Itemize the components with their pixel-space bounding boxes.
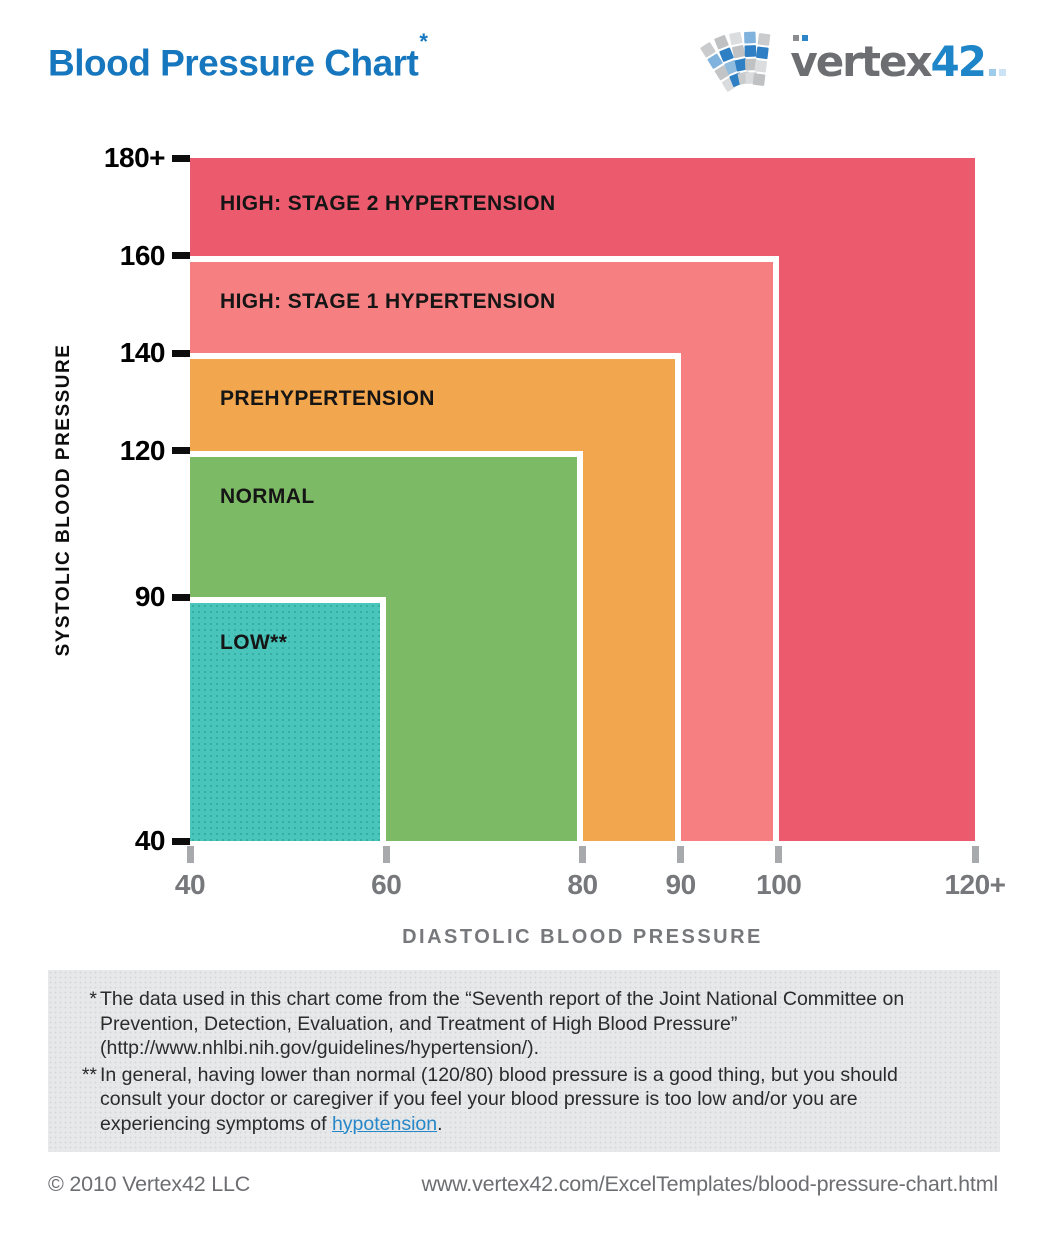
page-title: Blood Pressure Chart*	[48, 31, 428, 84]
footnote-line: In general, having lower than normal (12…	[100, 1063, 898, 1086]
vertex42-logo-text: vertex42	[790, 27, 1006, 97]
x-tick-mark	[186, 846, 194, 863]
region-label-normal: NORMAL	[220, 484, 315, 508]
footer-copyright: © 2010 Vertex42 LLC	[48, 1172, 251, 1196]
footnote-1: * The data used in this chart come from …	[48, 987, 1000, 1061]
logo-number: 42	[930, 37, 987, 86]
x-tick-label: 120+	[944, 869, 1006, 900]
x-tick-mark	[971, 846, 979, 863]
page-title-text: Blood Pressure Chart	[48, 42, 419, 84]
x-tick-mark	[579, 846, 586, 863]
x-tick-label: 90	[665, 869, 697, 900]
hypotension-link[interactable]: hypotension	[331, 1112, 438, 1135]
footnote-line: The data used in this chart come from th…	[100, 988, 905, 1010]
y-tick-mark	[172, 349, 190, 357]
x-tick-mark	[775, 846, 783, 863]
x-tick-label: 100	[756, 869, 802, 900]
footnote-2-text: In general, having lower than normal (12…	[100, 1063, 1000, 1137]
logo-umlaut-dots-icon	[793, 35, 809, 41]
footnote-2-marker: **	[81, 1063, 97, 1086]
vertex42-logo-mosaic-icon	[700, 31, 771, 92]
region-label-stage2-hypertension: HIGH: STAGE 2 HYPERTENSION	[220, 192, 556, 215]
y-tick-mark	[172, 252, 190, 260]
x-tick-label: 40	[174, 869, 206, 900]
footnote-1-marker: *	[89, 988, 97, 1010]
y-tick-mark	[172, 447, 190, 455]
footnote-link-suffix: .	[437, 1112, 443, 1135]
footnote-link-prefix: experiencing symptoms of	[100, 1112, 332, 1135]
region-label-stage1-hypertension: HIGH: STAGE 1 HYPERTENSION	[220, 289, 556, 313]
logo-trailing-dots-icon	[989, 69, 1006, 76]
footnote-line: experiencing symptoms of hypotension.	[100, 1112, 1000, 1137]
footnote-line: (http://www.nhlbi.nih.gov/guidelines/hyp…	[100, 1037, 539, 1059]
y-tick-mark	[172, 154, 190, 162]
footnote-1-text: The data used in this chart come from th…	[100, 987, 1000, 1061]
y-tick-label: 180+	[103, 142, 166, 173]
y-tick-label: 120	[119, 434, 166, 466]
footnote-2: ** In general, having lower than normal …	[48, 1063, 1000, 1137]
vertex42-logo: vertex42	[690, 26, 1006, 98]
x-tick-mark	[677, 846, 685, 863]
y-tick-label: 40	[134, 825, 166, 856]
x-axis-title: DIASTOLIC BLOOD PRESSURE	[402, 926, 763, 948]
logo-word: vertex	[790, 37, 932, 86]
x-tick-label: 60	[371, 869, 402, 900]
y-tick-mark	[172, 837, 190, 845]
y-tick-mark	[172, 593, 190, 601]
title-asterisk: *	[419, 29, 428, 54]
footnote-box: * The data used in this chart come from …	[48, 970, 1000, 1152]
footer: © 2010 Vertex42 LLC www.vertex42.com/Exc…	[48, 1172, 998, 1197]
x-tick-label: 80	[567, 869, 598, 900]
plot-area: SYSTOLIC BLOOD PRESSURE DIASTOLIC BLOOD …	[53, 142, 1006, 948]
y-tick-label: 90	[134, 581, 166, 613]
region-low	[190, 597, 387, 841]
region-label-prehypertension: PREHYPERTENSION	[220, 387, 435, 411]
footnote-line: Prevention, Detection, Evaluation, and T…	[100, 1012, 738, 1035]
x-tick-mark	[382, 846, 390, 863]
region-label-low: LOW**	[220, 631, 288, 655]
y-tick-label: 140	[119, 337, 166, 369]
y-tick-label: 160	[119, 239, 166, 271]
footer-url-link[interactable]: www.vertex42.com/ExcelTemplates/blood-pr…	[421, 1172, 999, 1196]
footnote-line: consult your doctor or caregiver if you …	[100, 1088, 858, 1110]
